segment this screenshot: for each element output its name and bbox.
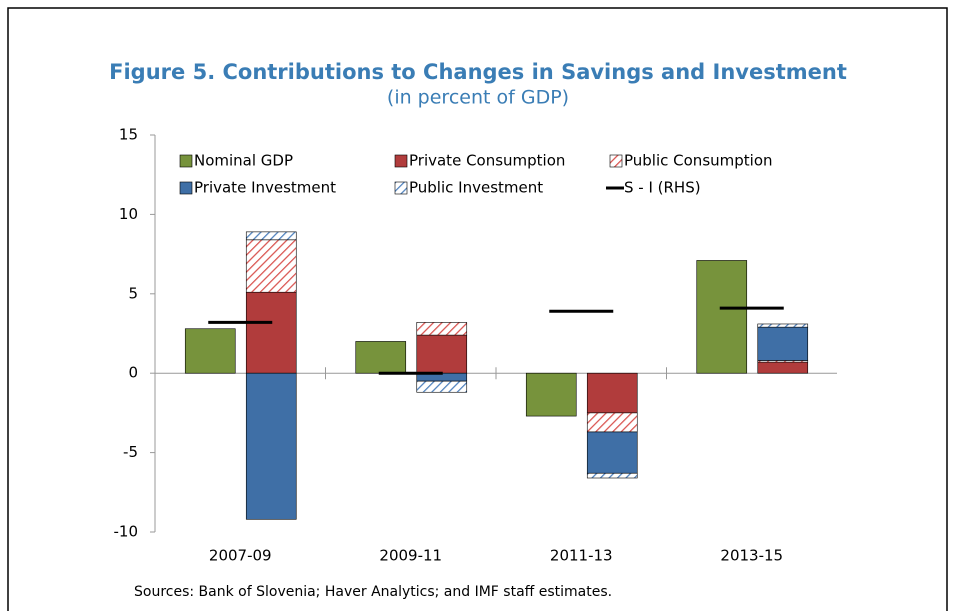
bar-segment: [757, 361, 809, 374]
legend-swatch: [179, 181, 193, 195]
legend-swatch: [394, 181, 408, 195]
bar-segment: [355, 341, 407, 374]
legend-label: S - I (RHS): [624, 179, 701, 197]
y-tick-label: 10: [119, 205, 138, 223]
bar-segment: [757, 323, 809, 328]
x-tick-label: 2009-11: [379, 547, 442, 565]
bar-segment: [416, 322, 468, 336]
x-tick-label: 2007-09: [209, 547, 272, 565]
bar-segment: [586, 372, 638, 414]
legend-swatch: [609, 154, 623, 168]
legend-label: Private Consumption: [409, 152, 565, 170]
y-tick-label: 0: [128, 364, 138, 382]
y-tick-label: 5: [128, 284, 138, 302]
bar-segment: [416, 334, 468, 374]
y-tick-label: 15: [119, 126, 138, 144]
legend-label: Nominal GDP: [194, 152, 293, 170]
bar-segment: [586, 431, 638, 474]
chart-subtitle: (in percent of GDP): [387, 87, 569, 109]
x-tick-label: 2013-15: [720, 547, 783, 565]
bar-segment: [245, 372, 297, 520]
chart-title: Figure 5. Contributions to Changes in Sa…: [109, 60, 847, 84]
legend-label: Private Investment: [194, 179, 336, 197]
legend-swatch: [394, 154, 408, 168]
bar-segment: [245, 239, 297, 293]
bar-segment: [757, 326, 809, 361]
bar-segment: [245, 231, 297, 241]
source-note: Sources: Bank of Slovenia; Haver Analyti…: [134, 584, 612, 600]
legend-label: Public Investment: [409, 179, 543, 197]
legend-label: Public Consumption: [624, 152, 773, 170]
bar-segment: [184, 328, 236, 374]
y-tick-label: -10: [114, 523, 139, 541]
x-tick-label: 2011-13: [550, 547, 613, 565]
frame: [7, 7, 948, 615]
bar-segment: [586, 412, 638, 433]
bar-segment: [586, 472, 638, 479]
y-tick-label: -5: [123, 443, 138, 461]
bar-segment: [696, 260, 748, 374]
bar-segment: [525, 372, 577, 417]
bar-segment: [245, 291, 297, 374]
bar-segment: [416, 380, 468, 393]
legend-swatch: [179, 154, 193, 168]
